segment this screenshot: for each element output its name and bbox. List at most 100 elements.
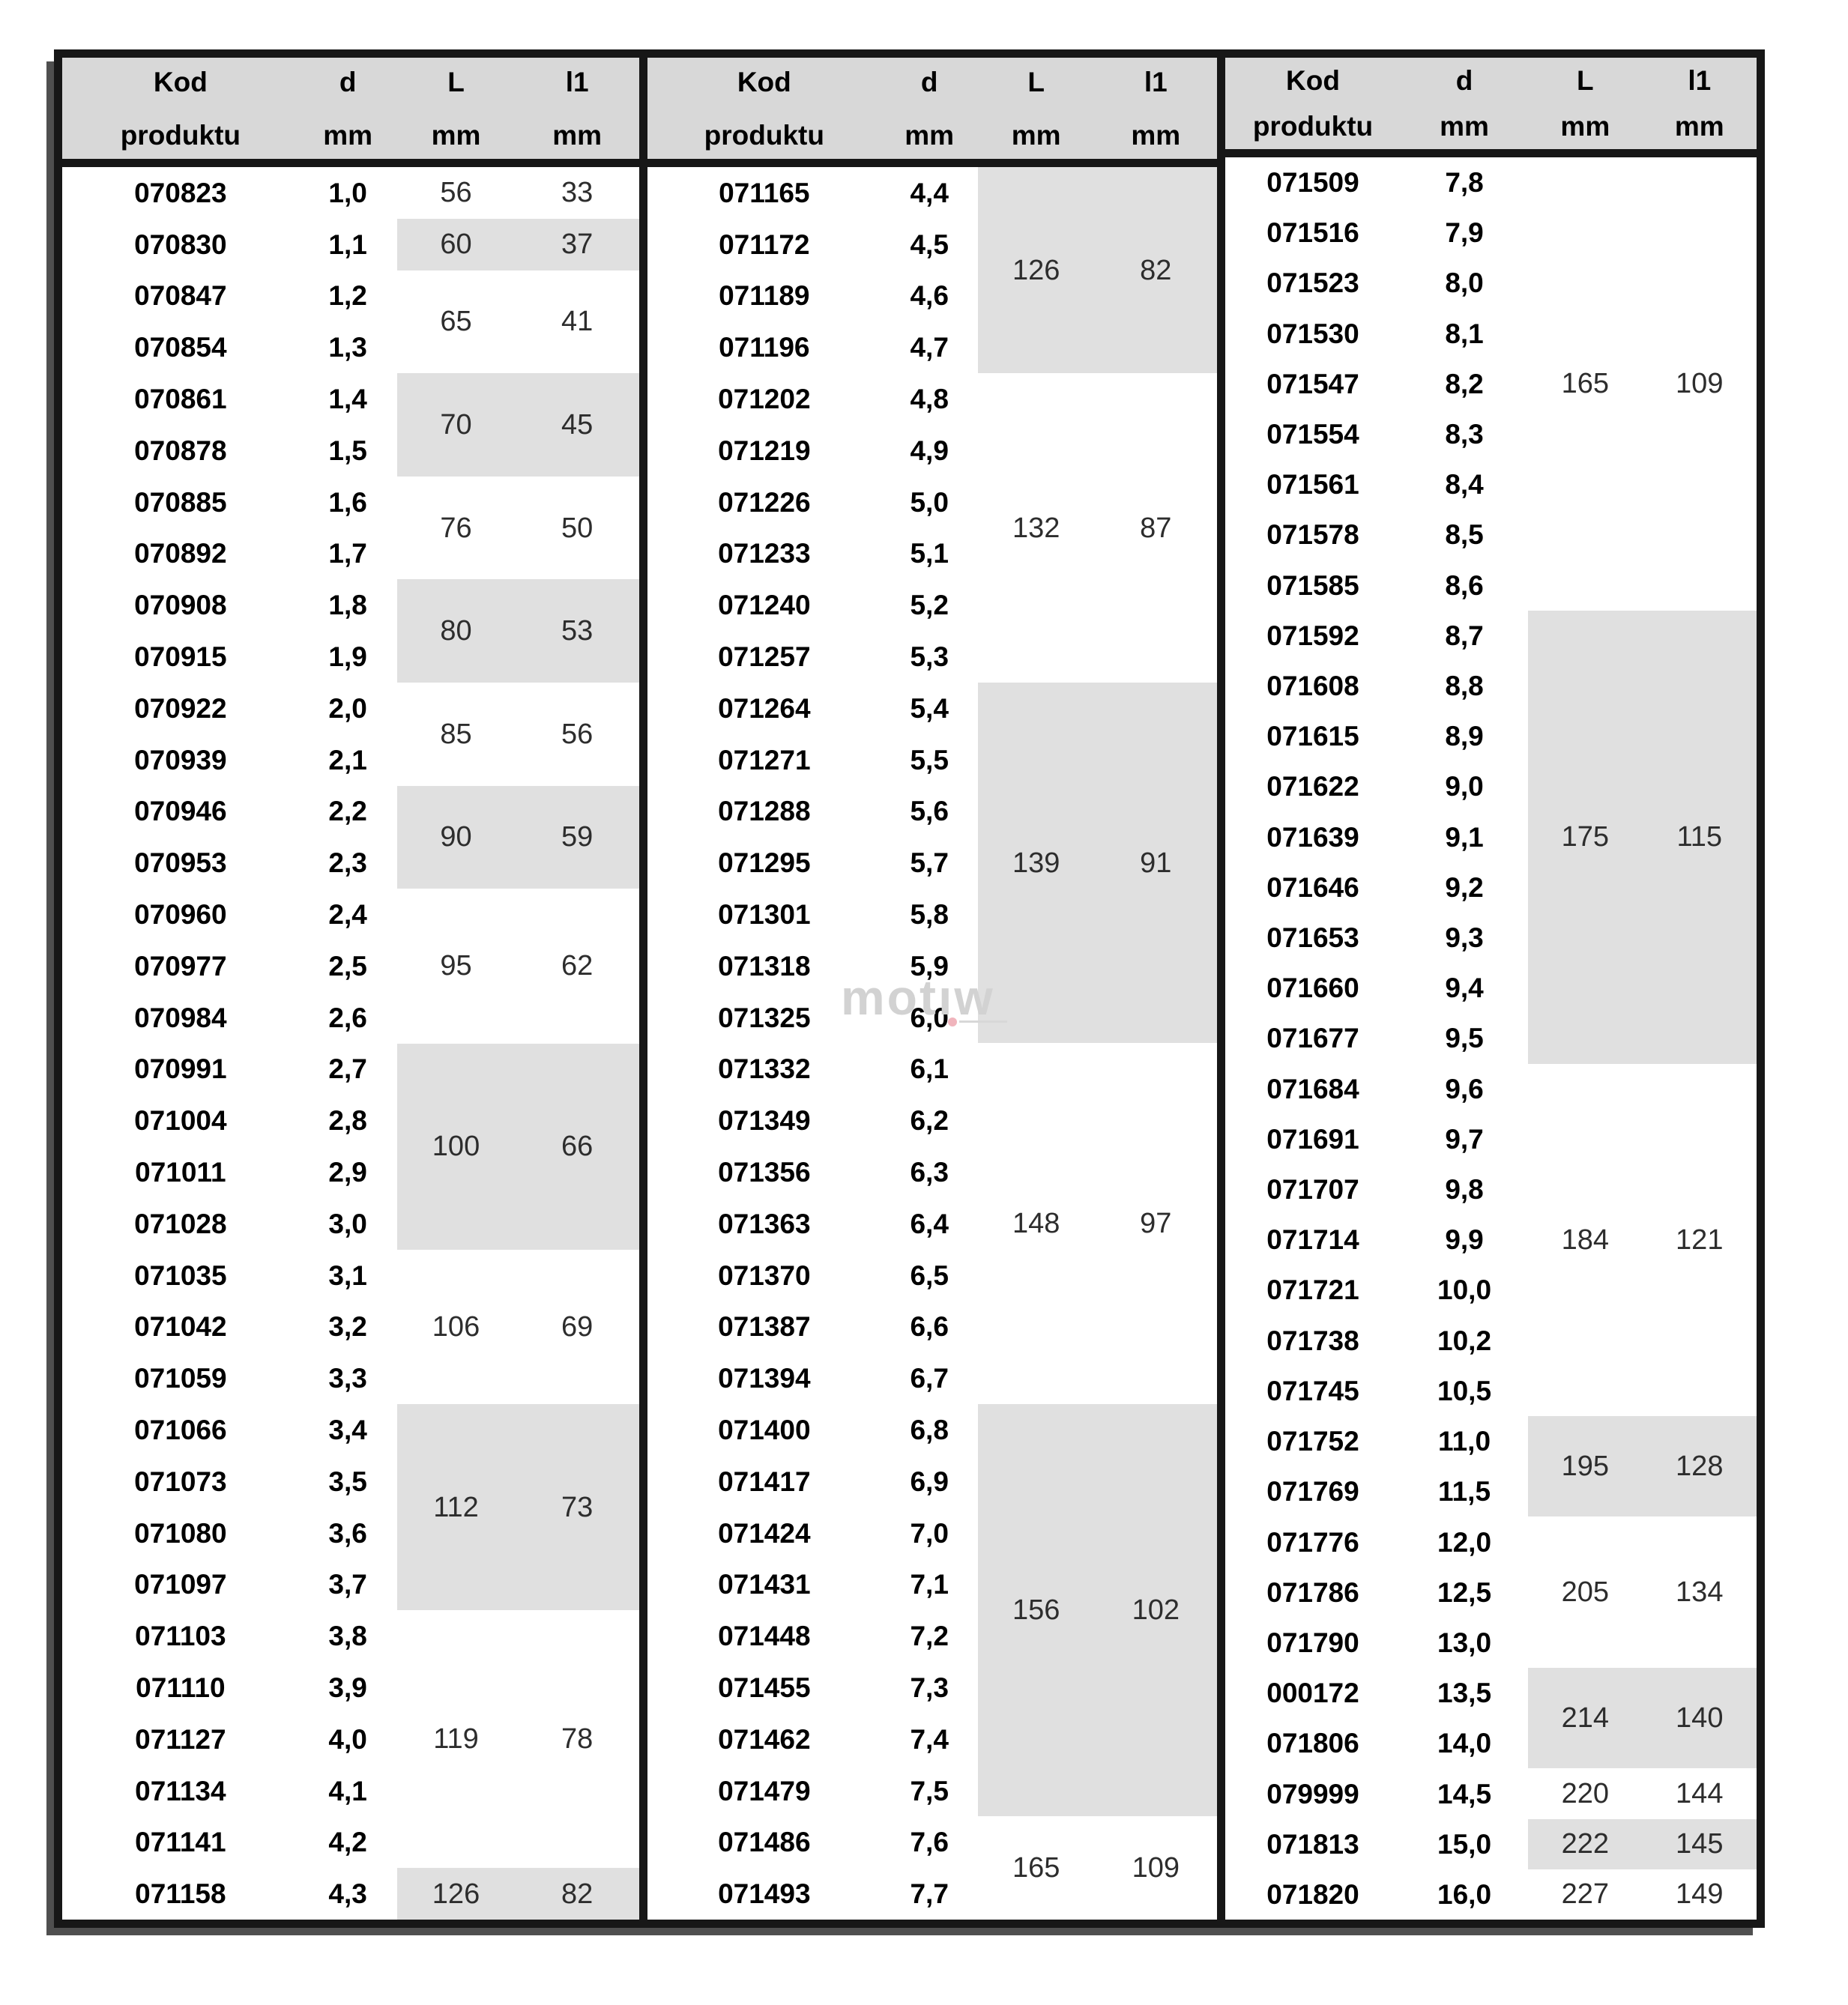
header-unit: mm [323, 119, 373, 151]
d-cell: 4,0 [328, 1723, 367, 1755]
kod-cell: 071691 [1266, 1123, 1359, 1155]
l1-cell: 82 [515, 1868, 639, 1920]
header-unit: mm [1440, 111, 1489, 142]
d-cell: 10,5 [1437, 1375, 1492, 1406]
dimension-band: 071400 6,8 071417 6,9 071424 7,0 071431 7,1 0714… [647, 1404, 1217, 1817]
dimension-band: 070830 1,1 60 37 [62, 218, 639, 270]
header-col-kod: Kod produktu [1225, 67, 1401, 140]
d-cell: 7,3 [910, 1672, 949, 1703]
header-unit: mm [431, 119, 481, 151]
d-cell: 1,7 [328, 538, 367, 569]
kod-cell: 071622 [1266, 771, 1359, 802]
d-cell: 4,2 [328, 1827, 367, 1858]
kod-cell: 071134 [135, 1775, 226, 1806]
d-cell: 1,3 [328, 332, 367, 363]
d-cell: 14,5 [1437, 1778, 1492, 1809]
dimension-band: 071486 7,6 071493 7,7 165 109 [647, 1816, 1217, 1920]
L-cell: 205 [1561, 1576, 1610, 1609]
d-cell: 2,0 [328, 692, 367, 724]
L-cell: 90 [396, 785, 516, 889]
d-cell: 1,8 [328, 590, 367, 621]
d-cell: 9,9 [1445, 1224, 1484, 1256]
header-col-d: d mm [1401, 67, 1528, 140]
kod-cell: 071233 [718, 538, 811, 569]
header-unit: mm [1131, 119, 1181, 151]
kod-cell: 071127 [135, 1723, 226, 1755]
kod-cell: 070892 [134, 538, 227, 569]
d-cell: 9,0 [1445, 771, 1484, 802]
d-cell: 8,6 [1445, 569, 1484, 601]
kod-cell: 071455 [718, 1672, 811, 1703]
kod-cell: 071738 [1266, 1325, 1359, 1356]
kod-cell: 071196 [719, 332, 810, 363]
d-cell: 10,2 [1437, 1325, 1492, 1356]
d-cell: 7,5 [910, 1775, 949, 1806]
kod-cell: 071547 [1266, 368, 1359, 399]
dimension-band: 071813 15,0 222 145 [1225, 1818, 1757, 1869]
d-cell: 4,4 [910, 177, 949, 208]
d-cell: 9,2 [1445, 871, 1484, 903]
kod-cell: 071707 [1266, 1174, 1359, 1206]
l1-cell: 102 [1094, 1404, 1217, 1817]
d-cell: 7,9 [1445, 217, 1484, 249]
d-cell: 6,2 [910, 1105, 949, 1137]
header-label: d [339, 66, 357, 97]
l1-cell: 66 [515, 1043, 639, 1250]
d-cell: 6,6 [910, 1311, 949, 1343]
d-cell: 7,8 [1445, 167, 1484, 199]
d-cell: 9,7 [1445, 1123, 1484, 1155]
kod-cell: 070878 [134, 435, 227, 466]
dimension-band: 071066 3,4 071073 3,5 071080 3,6 071097 3,7 112 7… [62, 1404, 639, 1611]
kod-cell: 070823 [134, 177, 227, 208]
l1-cell: 69 [561, 1310, 594, 1343]
d-cell: 5,8 [910, 899, 949, 930]
d-cell: 6,4 [910, 1208, 949, 1239]
header-unit: mm [905, 119, 955, 151]
d-cell: 4,1 [328, 1775, 367, 1806]
d-cell: 9,3 [1445, 922, 1484, 954]
d-cell: 6,5 [910, 1259, 949, 1291]
l1-cell: 128 [1642, 1416, 1757, 1517]
L-cell: 76 [440, 512, 472, 544]
L-cell: 227 [1561, 1878, 1610, 1911]
kod-cell: 071042 [134, 1311, 227, 1343]
kod-cell: 071011 [135, 1157, 226, 1188]
d-cell: 10,0 [1437, 1274, 1492, 1306]
L-cell: 139 [977, 682, 1095, 1044]
dimension-band: 079999 14,5 220 144 [1225, 1768, 1757, 1818]
dimension-band: 000172 13,5 071806 14,0 214 140 [1225, 1668, 1757, 1769]
l1-cell: 41 [561, 306, 594, 338]
kod-cell: 070915 [134, 641, 227, 673]
d-cell: 2,3 [328, 847, 367, 879]
d-cell: 8,2 [1445, 368, 1484, 399]
dimension-band: 071592 8,7 071608 8,8 071615 8,9 071622 9,0 0716… [1225, 610, 1757, 1064]
L-cell: 56 [440, 177, 472, 209]
kod-cell: 070854 [134, 332, 227, 363]
d-cell: 8,4 [1445, 469, 1484, 501]
header-col-l1: l1 mm [1643, 67, 1757, 140]
kod-cell: 070991 [134, 1053, 227, 1085]
kod-cell: 071790 [1266, 1627, 1359, 1658]
header-label: d [920, 66, 938, 97]
l1-cell: 121 [1676, 1224, 1724, 1256]
dimension-band: 071202 4,8 071219 4,9 071226 5,0 071233 5,1 0712… [647, 373, 1217, 683]
kod-cell: 071677 [1266, 1023, 1359, 1054]
d-cell: 7,1 [910, 1569, 949, 1600]
L-cell: 70 [396, 373, 516, 477]
kod-cell: 071080 [134, 1517, 227, 1549]
kod-cell: 071257 [718, 641, 811, 673]
kod-cell: 070922 [134, 692, 227, 724]
kod-cell: 071448 [718, 1621, 811, 1652]
kod-cell: 071653 [1266, 922, 1359, 954]
kod-cell: 071585 [1266, 569, 1359, 601]
kod-cell: 071073 [134, 1466, 227, 1497]
d-cell: 7,2 [910, 1621, 949, 1652]
dimension-band: 071820 16,0 227 149 [1225, 1869, 1757, 1920]
header-label: Kod [737, 66, 791, 97]
L-cell: 60 [396, 218, 516, 270]
kod-cell: 071356 [718, 1156, 811, 1188]
l1-cell: 97 [1140, 1208, 1172, 1240]
L-cell: 80 [396, 579, 516, 683]
d-cell: 8,9 [1445, 721, 1484, 752]
